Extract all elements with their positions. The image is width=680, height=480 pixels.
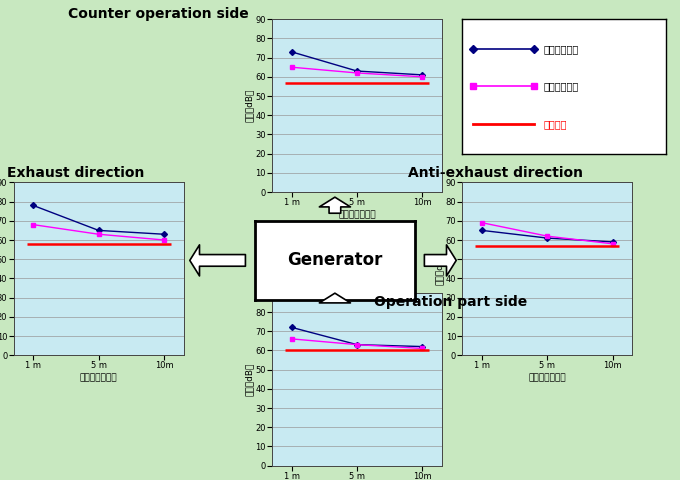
Text: Operation part side: Operation part side xyxy=(374,295,527,309)
Y-axis label: 騒音（dB）: 騒音（dB） xyxy=(245,89,254,122)
Text: Exhaust direction: Exhaust direction xyxy=(7,166,144,180)
Y-axis label: 騒音（dB）: 騒音（dB） xyxy=(245,362,254,396)
Text: 環境騒音: 環境騒音 xyxy=(544,119,568,129)
X-axis label: 音源からの距離: 音源からの距離 xyxy=(528,373,566,382)
Text: Counter operation side: Counter operation side xyxy=(68,7,249,21)
Text: ボックス付き: ボックス付き xyxy=(544,82,579,91)
Y-axis label: 騒音（dB）: 騒音（dB） xyxy=(435,252,444,286)
Text: Anti-exhaust direction: Anti-exhaust direction xyxy=(408,166,583,180)
X-axis label: 音源からの距離: 音源からの距離 xyxy=(338,210,376,219)
X-axis label: 音源からの距離: 音源からの距離 xyxy=(80,373,118,382)
Text: Generator: Generator xyxy=(287,252,383,269)
Text: ボックス無し: ボックス無し xyxy=(544,44,579,54)
